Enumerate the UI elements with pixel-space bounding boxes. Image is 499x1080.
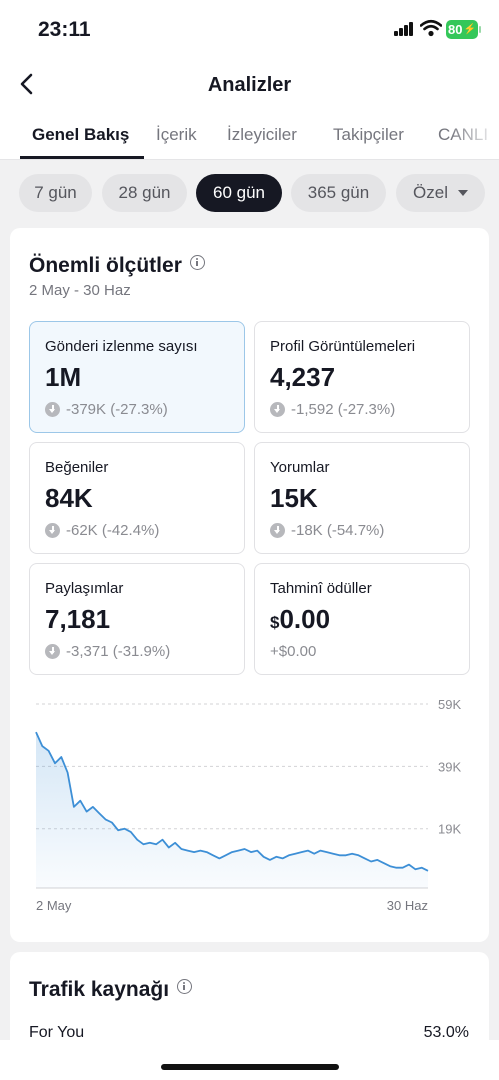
down-arrow-icon: [270, 523, 285, 538]
metric-value: 84K: [45, 483, 93, 514]
y-tick-label: 19K: [438, 822, 461, 837]
traffic-row[interactable]: For You 53.0%: [29, 1024, 469, 1042]
metric-card-likes[interactable]: Beğeniler 84K -62K (-42.4%): [29, 442, 245, 554]
tab-fade: [449, 118, 499, 159]
metric-delta: -3,371 (-31.9%): [45, 643, 170, 660]
date-range-text: 2 May - 30 Haz: [29, 282, 131, 299]
metric-card-shares[interactable]: Paylaşımlar 7,181 -3,371 (-31.9%): [29, 563, 245, 675]
metric-card-estimated-rewards[interactable]: Tahminî ödüller $0.00 +$0.00: [254, 563, 470, 675]
down-arrow-icon: [270, 402, 285, 417]
metric-currency: $: [270, 613, 280, 632]
metric-delta-text: -18K (-54.7%): [291, 522, 385, 539]
x-tick-label: 2 May: [36, 898, 72, 913]
battery-icon: 80 ⚡: [446, 20, 478, 39]
metric-delta-text: +$0.00: [270, 643, 317, 660]
metric-card-comments[interactable]: Yorumlar 15K -18K (-54.7%): [254, 442, 470, 554]
cellular-signal-icon: [394, 22, 414, 36]
range-chip-7d[interactable]: 7 gün: [19, 174, 92, 212]
battery-cap: [479, 26, 481, 33]
area-fill: [36, 732, 428, 888]
tab-overview[interactable]: Genel Bakış: [32, 125, 130, 144]
active-tab-indicator: [20, 156, 144, 159]
x-tick-label: 30 Haz: [387, 898, 428, 913]
metric-delta-text: -1,592 (-27.3%): [291, 401, 396, 418]
key-metrics-title: Önemli ölçütler: [29, 254, 182, 277]
traffic-title: Trafik kaynağı: [29, 978, 170, 1001]
metric-delta: +$0.00: [270, 643, 316, 660]
metric-number: 0.00: [279, 604, 331, 634]
metric-value: $0.00: [270, 604, 330, 635]
range-chip-60d[interactable]: 60 gün: [196, 174, 282, 212]
page-title: Analizler: [207, 74, 292, 96]
views-chart: 19K 39K 59K 2 May 30 Haz: [10, 686, 489, 926]
metric-card-post-views[interactable]: Gönderi izlenme sayısı 1M -379K (-27.3%): [29, 321, 245, 433]
down-arrow-icon: [45, 523, 60, 538]
range-chip-custom-label: Özel: [413, 183, 448, 202]
series-line: [35, 731, 429, 872]
battery-level: 80: [448, 22, 463, 37]
metric-delta-text: -3,371 (-31.9%): [66, 643, 171, 660]
nav-bar: Analizler: [0, 62, 499, 110]
metric-card-profile-views[interactable]: Profil Görüntülemeleri 4,237 -1,592 (-27…: [254, 321, 470, 433]
views-chart-svg: 19K 39K 59K 2 May 30 Haz: [35, 697, 461, 913]
down-arrow-icon: [45, 402, 60, 417]
traffic-row-value: 53.0%: [423, 1024, 469, 1041]
traffic-source-card: Trafik kaynağı For You 53.0%: [10, 952, 489, 1042]
metric-number: 1M: [45, 362, 82, 392]
down-arrow-icon: [45, 644, 60, 659]
home-indicator[interactable]: [161, 1064, 339, 1070]
metric-label: Beğeniler: [45, 459, 109, 476]
info-icon[interactable]: [189, 255, 205, 270]
dropdown-caret-icon: [457, 190, 468, 196]
metric-number: 4,237: [270, 362, 336, 392]
tab-bar: Genel Bakış İçerik İzleyiciler Takipçile…: [0, 118, 499, 160]
metric-number: 7,181: [45, 604, 111, 634]
metric-delta: -1,592 (-27.3%): [270, 401, 395, 418]
status-bar: 23:11 80 ⚡: [0, 0, 499, 60]
key-metrics-card: Önemli ölçütler 2 May - 30 Haz Gönderi i…: [10, 228, 489, 942]
metric-value: 15K: [270, 483, 318, 514]
top-area: 23:11 80 ⚡ Analizler Genel Bakış İçerik İ…: [0, 0, 499, 160]
metric-delta: -62K (-42.4%): [45, 522, 159, 539]
range-chip-custom[interactable]: Özel: [396, 174, 485, 212]
key-metrics-heading: Önemli ölçütler: [29, 254, 205, 278]
info-icon[interactable]: [177, 979, 193, 994]
y-tick-label: 39K: [438, 759, 461, 774]
metric-delta-text: -379K (-27.3%): [66, 401, 168, 418]
tab-content[interactable]: İçerik: [156, 125, 197, 144]
metric-delta: -379K (-27.3%): [45, 401, 168, 418]
metric-delta: -18K (-54.7%): [270, 522, 384, 539]
metric-delta-text: -62K (-42.4%): [66, 522, 160, 539]
traffic-heading: Trafik kaynağı: [29, 978, 193, 1002]
metric-label: Profil Görüntülemeleri: [270, 338, 416, 355]
metric-number: 15K: [270, 483, 318, 513]
back-arrow-icon[interactable]: [14, 70, 42, 98]
metric-value: 1M: [45, 362, 81, 393]
range-chip-28d[interactable]: 28 gün: [102, 174, 187, 212]
wifi-icon: [420, 19, 442, 37]
metric-label: Yorumlar: [270, 459, 330, 476]
metric-label: Tahminî ödüller: [270, 580, 372, 597]
tab-viewers[interactable]: İzleyiciler: [227, 125, 297, 144]
tab-followers[interactable]: Takipçiler: [333, 125, 404, 144]
metric-label: Gönderi izlenme sayısı: [45, 338, 198, 355]
status-time: 23:11: [38, 18, 91, 41]
metric-number: 84K: [45, 483, 93, 513]
traffic-row-label: For You: [29, 1024, 85, 1041]
home-indicator-area: [0, 1040, 499, 1080]
metric-value: 4,237: [270, 362, 335, 393]
date-range-chips: 7 gün 28 gün 60 gün 365 gün Özel: [0, 174, 499, 214]
metric-value: 7,181: [45, 604, 110, 635]
range-chip-365d[interactable]: 365 gün: [291, 174, 386, 212]
y-tick-label: 59K: [438, 697, 461, 712]
metric-label: Paylaşımlar: [45, 580, 124, 597]
